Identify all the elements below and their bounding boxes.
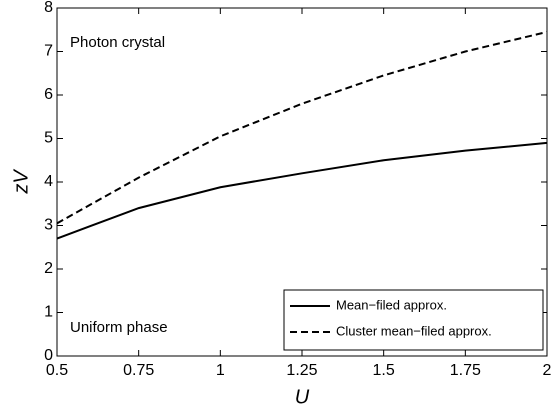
y-tick-label: 0 (44, 347, 53, 364)
y-tick-label: 4 (44, 173, 53, 190)
x-tick-label: 1.25 (286, 362, 317, 379)
y-tick-label: 1 (44, 304, 53, 321)
series-line (56, 141, 548, 240)
x-axis-label: U (295, 386, 310, 408)
x-tick-label: 2 (543, 362, 552, 379)
x-tick-label: 0.75 (123, 362, 154, 379)
legend-box (283, 289, 544, 351)
x-tick-label: 1 (216, 362, 225, 379)
y-tick-label: 5 (44, 130, 53, 147)
series-line (56, 30, 548, 225)
y-tick-label: 8 (44, 0, 53, 16)
x-tick-label: 1.5 (373, 362, 395, 379)
y-tick-label: 3 (44, 217, 53, 234)
y-tick-label: 7 (44, 43, 53, 60)
legend-label: Cluster mean−filed approx. (336, 323, 492, 338)
y-axis-label: zV (10, 169, 32, 195)
y-tick-label: 6 (44, 86, 53, 103)
legend-label: Mean−filed approx. (336, 297, 447, 312)
y-tick-label: 2 (44, 260, 53, 277)
x-tick-label: 1.75 (450, 362, 481, 379)
annotation: Photon crystal (70, 34, 165, 51)
annotation: Uniform phase (70, 319, 168, 336)
x-tick-label: 0.5 (46, 362, 68, 379)
